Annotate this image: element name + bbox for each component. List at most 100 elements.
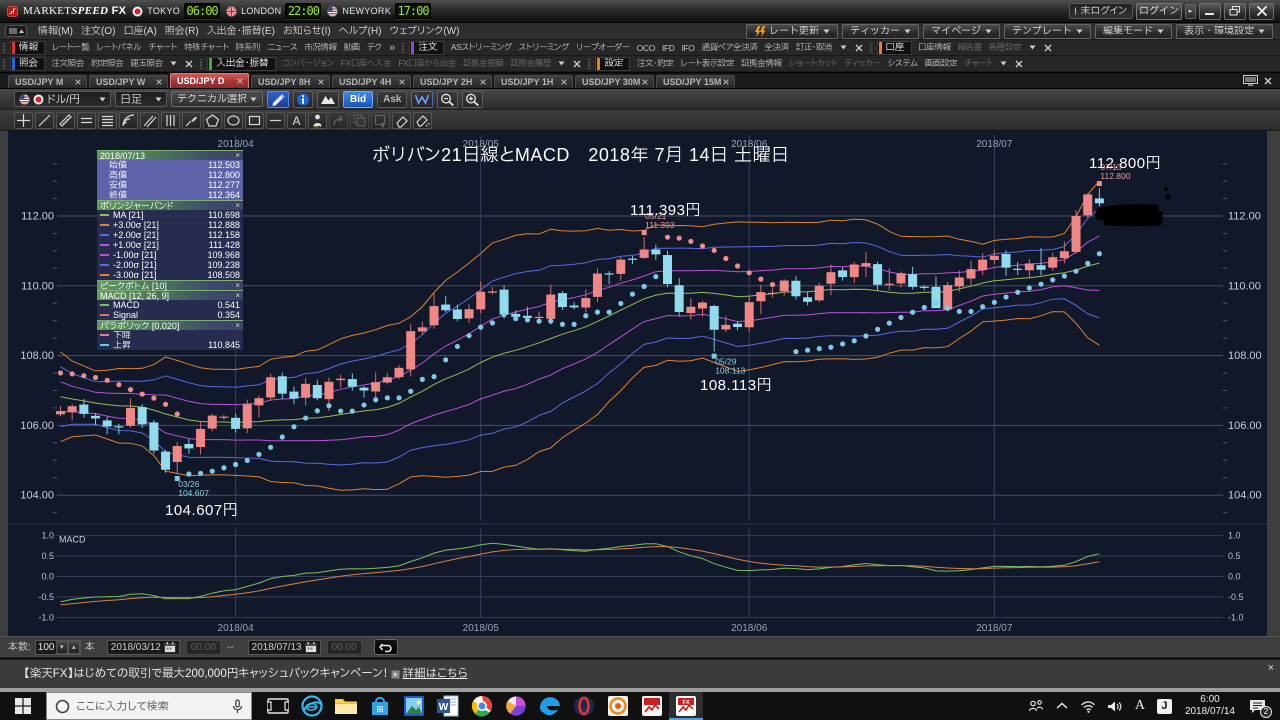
- toolbar-group-1-label[interactable]: 注文: [409, 40, 445, 55]
- chart-title-annotation[interactable]: ボリバン21日線とMACD 2018年 7月 14日 土曜日: [372, 145, 790, 165]
- tab-close-icon[interactable]: [723, 79, 729, 85]
- taskbar-marketspeed-icon[interactable]: [635, 692, 669, 720]
- quickbar-edit-mode-button[interactable]: 編集モード: [1095, 23, 1172, 39]
- timeframe-select[interactable]: 日足: [115, 91, 167, 107]
- toolbar-item[interactable]: 注文・約定: [636, 58, 674, 68]
- notification-icon[interactable]: 2: [1243, 699, 1276, 718]
- close-button[interactable]: [1249, 2, 1274, 20]
- draw-paste-obj-button[interactable]: [371, 111, 390, 129]
- toolbar-grip[interactable]: [3, 58, 6, 69]
- toolbar-grip[interactable]: [3, 42, 6, 53]
- price-annotation-111393[interactable]: 111.393円: [630, 202, 701, 219]
- draw-crosshair-button[interactable]: [14, 111, 33, 129]
- toolbar-item[interactable]: レートパネル: [96, 42, 142, 52]
- menu-order[interactable]: 注文(O): [81, 25, 116, 37]
- ime-language-icon[interactable]: J: [1156, 698, 1172, 714]
- taskbar-clock[interactable]: 6:00 2018/07/14: [1178, 694, 1242, 718]
- tab-usd-jpy-4h[interactable]: USD/JPY 4H: [332, 75, 411, 88]
- restore-button[interactable]: [1224, 2, 1246, 20]
- tab-close-icon[interactable]: [480, 79, 486, 85]
- toolbar-group-1-label[interactable]: 入出金・振替: [207, 56, 276, 71]
- draw-ruler-button[interactable]: [56, 111, 75, 129]
- draw-text-button[interactable]: A: [287, 111, 306, 129]
- toolbar-dropdown-icon[interactable]: [554, 61, 569, 66]
- toolbar-grip[interactable]: [869, 42, 873, 53]
- price-annotation-112800[interactable]: 112.800円: [1089, 155, 1162, 172]
- draw-eraser-button[interactable]: [392, 111, 411, 129]
- tab-usd-jpy-w[interactable]: USD/JPY W: [89, 75, 168, 88]
- tabbar-close-icon[interactable]: [1264, 77, 1272, 85]
- quickbar-display-settings-button[interactable]: 表示・環境設定: [1176, 23, 1273, 39]
- toolbar-item[interactable]: 全決済: [764, 42, 789, 52]
- toolbar-item[interactable]: 建玉照会: [130, 58, 163, 68]
- count-down-button[interactable]: ▾: [55, 640, 68, 654]
- toolbar-item[interactable]: システム: [887, 58, 919, 68]
- tab-close-icon[interactable]: [156, 79, 162, 85]
- count-up-button[interactable]: ▴: [67, 640, 80, 654]
- draw-pencil-line-button[interactable]: [182, 111, 201, 129]
- toolbar-item[interactable]: テク: [366, 42, 382, 52]
- price-annotation-108113[interactable]: 108.113円: [700, 377, 773, 394]
- menu-notice[interactable]: お知らせ(I): [283, 25, 331, 37]
- toolbar-item[interactable]: 報告書: [957, 42, 982, 52]
- draw-pen-button[interactable]: [267, 90, 289, 108]
- tab-close-icon[interactable]: [399, 79, 405, 85]
- menu-info[interactable]: 情報(M): [38, 25, 73, 37]
- toolbar-item[interactable]: 通貨ペア全決済: [701, 42, 758, 52]
- toolbar-close-icon[interactable]: [569, 60, 585, 68]
- login-button[interactable]: ログイン: [1136, 2, 1182, 20]
- tab-usd-jpy-m[interactable]: USD/JPY M: [8, 75, 87, 88]
- legend-close-icon[interactable]: ×: [235, 290, 240, 300]
- taskbar-paint3d-icon[interactable]: [499, 692, 533, 720]
- menu-account[interactable]: 口座(A): [123, 25, 157, 37]
- tab-close-icon[interactable]: [318, 79, 324, 85]
- toolbar-dropdown-icon[interactable]: [996, 61, 1011, 66]
- tab-usd-jpy-1h[interactable]: USD/JPY 1H: [494, 75, 573, 88]
- toolbar-grip[interactable]: [402, 42, 406, 53]
- toolbar-close-icon[interactable]: [1011, 60, 1027, 68]
- draw-rectangle-button[interactable]: [245, 111, 264, 129]
- draw-fan-button[interactable]: [119, 111, 138, 129]
- ime-mode-letter[interactable]: A: [1134, 698, 1145, 713]
- draw-parallel-button[interactable]: [140, 111, 159, 129]
- bar-count-stepper[interactable]: 100 ▾ ▴: [34, 639, 81, 655]
- taskbar-rakuten-orange-icon[interactable]: [601, 692, 635, 720]
- toolbar-item[interactable]: 証拠金情報: [741, 58, 782, 68]
- taskbar-store-icon[interactable]: ⊞: [363, 692, 397, 720]
- calendar-icon[interactable]: [163, 641, 176, 653]
- toolbar-group-0-label[interactable]: 照会: [10, 56, 46, 71]
- quickbar-mypage-button[interactable]: マイページ: [923, 23, 1000, 39]
- toolbar-item[interactable]: ショートカット: [788, 58, 838, 68]
- toolbar-item[interactable]: IFD: [661, 42, 675, 53]
- toolbar-item[interactable]: 注文照会: [51, 58, 85, 68]
- toolbar-grip[interactable]: [588, 58, 592, 69]
- toolbar-item[interactable]: 証拠金振替: [462, 58, 504, 68]
- toolbar-item[interactable]: ティッカー: [844, 58, 881, 68]
- tab-usd-jpy-2h[interactable]: USD/JPY 2H: [413, 75, 492, 88]
- zoom-out-button[interactable]: [437, 90, 459, 108]
- menu-grid-icon[interactable]: [5, 25, 27, 37]
- toolbar-item[interactable]: FX口座から出金: [398, 58, 456, 68]
- calendar-icon[interactable]: [304, 641, 317, 653]
- draw-copy-obj-button[interactable]: [350, 111, 369, 129]
- menu-transfer[interactable]: 入出金・振替(E): [206, 25, 276, 37]
- currency-pair-select[interactable]: ドル/円: [14, 91, 111, 107]
- tab-usd-jpy-30m[interactable]: USD/JPY 30M: [575, 75, 654, 88]
- taskbar-chrome-icon[interactable]: [465, 692, 499, 720]
- zoom-in-button[interactable]: [462, 90, 484, 108]
- technical-select-button[interactable]: テクニカル選択: [171, 91, 263, 107]
- taskbar-file-explorer-icon[interactable]: [329, 692, 363, 720]
- tab-usd-jpy-d[interactable]: USD/JPY D: [170, 73, 249, 88]
- quickbar-ticker-button[interactable]: ティッカー: [842, 23, 919, 39]
- toolbar-item[interactable]: 訂正・取消: [795, 42, 833, 52]
- toolbar-item[interactable]: 口座情報: [918, 42, 951, 52]
- microphone-icon[interactable]: [232, 698, 243, 714]
- tray-chevron-up-icon[interactable]: [1050, 701, 1074, 711]
- toolbar-item[interactable]: 約定照会: [90, 58, 124, 68]
- toolbar-item[interactable]: コンバージョン: [282, 58, 334, 68]
- toolbar-item[interactable]: 各種設定: [988, 42, 1022, 52]
- banner-close-icon[interactable]: ×: [1267, 662, 1274, 674]
- tab-close-icon[interactable]: [75, 79, 81, 85]
- reset-range-button[interactable]: [373, 639, 398, 655]
- area-chart-button[interactable]: [317, 90, 339, 108]
